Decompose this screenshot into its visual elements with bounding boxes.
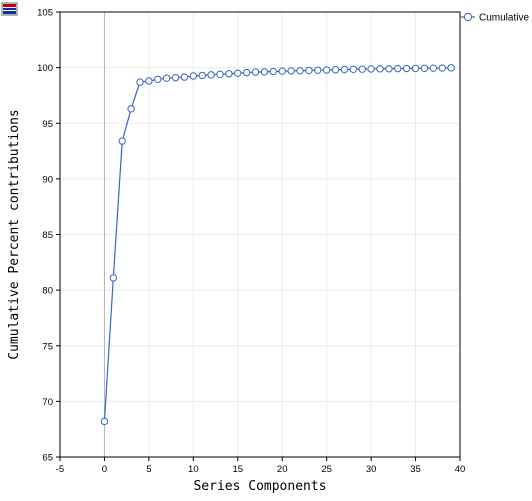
- data-point: [100, 417, 109, 426]
- data-point: [109, 274, 118, 282]
- data-point: [438, 64, 446, 72]
- data-point: [420, 64, 429, 72]
- data-point: [358, 65, 366, 73]
- data-point: [198, 71, 206, 80]
- data-point: [242, 68, 251, 77]
- data-point: [162, 74, 171, 82]
- y-tick-label: 65: [42, 453, 53, 464]
- x-tick-label: 5: [146, 464, 151, 475]
- data-point: [447, 64, 455, 72]
- x-tick-label: 35: [410, 464, 421, 475]
- y-tick-label: 95: [42, 119, 53, 130]
- grid-menu-icon[interactable]: [1, 2, 18, 16]
- data-point: [376, 65, 384, 73]
- data-point: [118, 137, 126, 145]
- series-cumulative: [100, 64, 455, 426]
- legend-marker-icon: [463, 12, 473, 22]
- data-point: [296, 67, 304, 75]
- data-point: [234, 69, 242, 77]
- data-point: [260, 68, 269, 76]
- y-axis-title: Cumulative Percent contributions: [7, 109, 22, 359]
- series-line: [103, 67, 452, 422]
- x-tick-label: 10: [188, 464, 199, 475]
- x-axis-title: Series Components: [193, 479, 326, 494]
- data-point: [225, 70, 233, 78]
- data-point: [269, 67, 278, 76]
- data-point: [145, 77, 153, 85]
- x-tick-label: 30: [366, 464, 377, 475]
- data-point: [189, 72, 198, 80]
- x-tick-label: 0: [102, 464, 107, 475]
- grid-lines: [60, 12, 460, 457]
- data-point: [127, 105, 135, 113]
- data-point: [367, 65, 375, 73]
- x-tick-label: 20: [277, 464, 288, 475]
- y-tick-label: 80: [42, 286, 53, 297]
- data-point: [305, 66, 313, 75]
- y-tick-label: 90: [42, 174, 53, 185]
- data-point: [207, 71, 215, 79]
- y-axis-ticks: 65 70 75 80 85 90 95 100 105: [37, 8, 60, 464]
- y-tick-label: 70: [42, 397, 53, 408]
- x-tick-label: -5: [56, 464, 64, 475]
- data-point: [154, 75, 162, 84]
- legend: Cumulative: [461, 13, 529, 24]
- data-point: [331, 66, 340, 74]
- data-point: [349, 65, 358, 73]
- x-tick-label: 40: [455, 464, 466, 475]
- y-tick-label: 75: [42, 341, 53, 352]
- y-tick-label: 105: [37, 8, 53, 19]
- data-point: [216, 70, 224, 79]
- data-point: [180, 73, 189, 81]
- x-tick-label: 15: [232, 464, 243, 475]
- y-tick-label: 85: [42, 230, 53, 241]
- data-point: [136, 78, 144, 86]
- data-point: [251, 68, 260, 76]
- data-point: [171, 73, 180, 82]
- data-point: [287, 67, 295, 75]
- data-point: [385, 65, 393, 73]
- legend-label: Cumulative: [479, 13, 529, 24]
- data-point: [429, 64, 438, 72]
- data-point: [411, 64, 420, 73]
- data-point: [394, 64, 402, 73]
- x-tick-label: 25: [321, 464, 332, 475]
- x-axis-ticks: -5 0 5 10 15 20 25 30 35 40: [56, 457, 466, 475]
- data-point: [340, 65, 349, 74]
- y-tick-label: 100: [37, 63, 53, 74]
- data-point: [314, 66, 322, 74]
- data-point: [278, 67, 286, 75]
- data-point: [402, 64, 411, 73]
- data-point: [322, 66, 331, 74]
